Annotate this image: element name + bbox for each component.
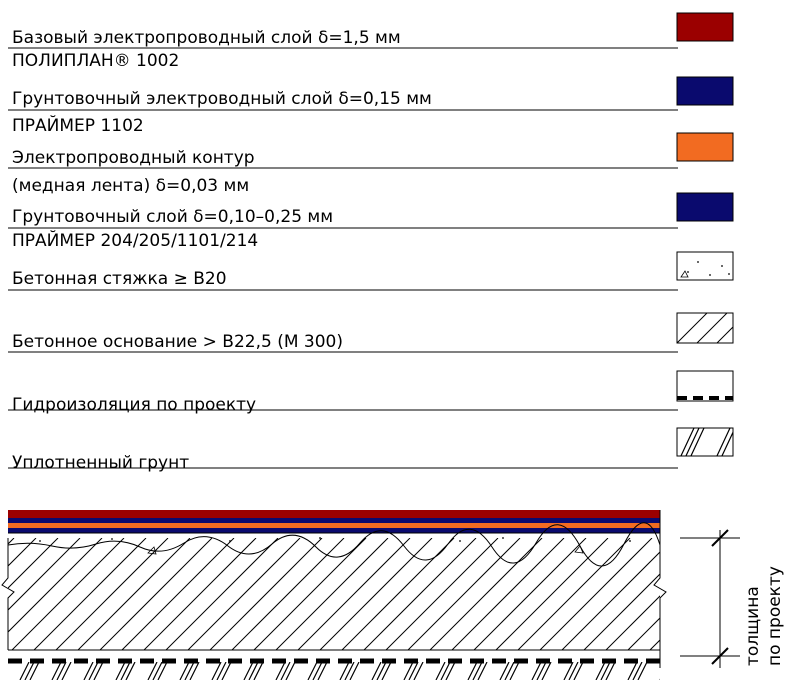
legend-label-conductive-contour: Электропроводный контур	[12, 148, 255, 168]
section-copper-tape-layer	[8, 523, 660, 528]
legend-label-concrete-base: Бетонное основание > В22,5 (М 300)	[12, 332, 343, 352]
break-line-left	[1, 538, 15, 650]
legend-label-base-conductive: Базовый электропроводный слой δ=1,5 мм	[12, 28, 401, 48]
swatch-base-conductive	[676, 12, 734, 42]
legend-row-compacted-soil: Уплотненный грунт	[8, 427, 734, 473]
legend-label-compacted-soil: Уплотненный грунт	[12, 453, 189, 473]
legend-row-concrete-base: Бетонное основание > В22,5 (М 300)	[8, 312, 734, 353]
legend-row-primer: Грунтовочный слой δ=0,10–0,25 мм ПРАЙМЕР…	[8, 192, 734, 251]
legend-sublabel-conductive-contour: (медная лента) δ=0,03 мм	[12, 176, 249, 196]
section-compacted-soil-layer	[19, 662, 660, 680]
dimension-label-line2: по проекту	[765, 566, 785, 666]
swatch-compacted-soil	[676, 427, 734, 457]
tick-top	[711, 529, 729, 547]
legend-label-primer-conductive: Грунтовочный электроводный слой δ=0,15 м…	[12, 89, 432, 109]
legend-row-base-conductive: Базовый электропроводный слой δ=1,5 мм П…	[8, 12, 734, 71]
swatch-waterproofing	[676, 370, 734, 402]
legend-sublabel-primer: ПРАЙМЕР 204/205/1101/214	[12, 229, 258, 251]
thickness-dimension: толщина по проекту	[680, 529, 785, 668]
section-base-conductive-layer	[8, 510, 660, 518]
break-line-right	[653, 510, 667, 668]
section-primer-layer	[8, 528, 660, 533]
legend-label-primer: Грунтовочный слой δ=0,10–0,25 мм	[12, 207, 333, 227]
legend-label-screed: Бетонная стяжка ≥ В20	[12, 269, 227, 289]
swatch-primer	[676, 192, 734, 222]
legend-sublabel-primer-conductive: ПРАЙМЕР 1102	[12, 114, 144, 136]
swatch-primer-conductive	[676, 76, 734, 106]
section-view	[1, 510, 667, 680]
swatch-screed	[676, 251, 734, 281]
tick-bottom	[711, 647, 729, 665]
legend-row-conductive-contour: Электропроводный контур (медная лента) δ…	[8, 132, 734, 196]
legend-sublabel-base-conductive: ПОЛИПЛАН® 1002	[12, 51, 179, 71]
swatch-concrete-base	[676, 312, 734, 344]
legend-row-waterproofing: Гидроизоляция по проекту	[8, 370, 734, 415]
section-screed-layer	[7, 522, 661, 567]
legend-row-screed: Бетонная стяжка ≥ В20	[8, 251, 734, 291]
section-primer-conductive-layer	[8, 518, 660, 523]
swatch-conductive-contour	[676, 132, 734, 162]
legend-label-waterproofing: Гидроизоляция по проекту	[12, 395, 256, 415]
dimension-label-line1: толщина	[743, 586, 763, 666]
legend-row-primer-conductive: Грунтовочный электроводный слой δ=0,15 м…	[8, 76, 734, 136]
section-concrete-base-layer	[8, 538, 660, 651]
